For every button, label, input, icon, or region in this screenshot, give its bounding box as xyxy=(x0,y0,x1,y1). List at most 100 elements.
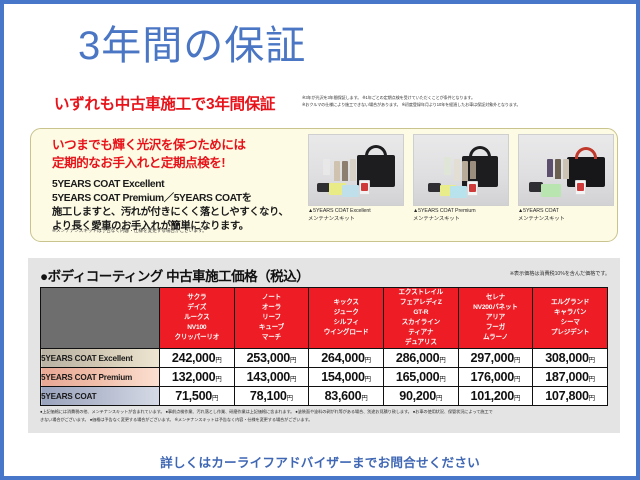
guarantee-notes: ※3年が光沢を3年間保証します。 ※1年ごとの定期点検を受けていただくことが条件… xyxy=(302,94,632,108)
vehicle-model-name: ウイングロード xyxy=(323,329,369,337)
table-corner-cell xyxy=(40,286,160,350)
vehicle-model-name: ムラーノ xyxy=(483,334,508,342)
kit-item: ▲5YEARS COAT メンテナンスキット xyxy=(518,134,614,236)
maintenance-body-line-4: より長く愛車のお手入れが簡単になります。 xyxy=(52,221,249,232)
table-header-row: サクラ デイズ ルークス NV100 クリッパーリオ ノート オーラ リーフ キューブ マーチ … xyxy=(40,286,608,350)
table-row: 5YEARS COAT 71,500円 78,100円 83,600円 90,200円 1… xyxy=(40,386,608,407)
kit-caption-line-1: ▲5YEARS COAT xyxy=(518,208,559,214)
guarantee-note-2: ※おクルマの仕様により施工できない場合があります。 ※初度登録年月より10年を経… xyxy=(302,102,521,108)
price-cell: 132,000円 xyxy=(159,367,235,388)
kit-caption-line-2: メンテナンスキット xyxy=(308,215,355,222)
vehicle-model-name: シルフィ xyxy=(333,319,359,327)
price-cell: 308,000円 xyxy=(532,348,608,369)
maintenance-body-line-1: 5YEARS COAT Excellent xyxy=(52,179,165,190)
maintenance-heading: いつまでも輝く光沢を保つためには 定期的なお手入れと定期点検を! xyxy=(52,137,246,173)
yen-unit: 円 xyxy=(286,395,294,403)
page-title: 3年間の保証 xyxy=(78,24,307,68)
vehicle-model-name: ジューク xyxy=(333,309,359,317)
kit-caption-line-2: メンテナンスキット xyxy=(518,215,565,222)
kit-photo-standard xyxy=(518,134,614,206)
maintenance-disclaimer: ※メンテナンスキットは予告なく内容・仕様を変更する場合がございます。 xyxy=(52,228,207,233)
yen-unit: 円 xyxy=(513,395,521,403)
vehicle-model-name: デイズ xyxy=(187,304,207,312)
price-cell: 286,000円 xyxy=(382,348,459,369)
price-cell: 143,000円 xyxy=(233,367,310,388)
vehicle-group-header: キックスジュークシルフィウイングロード xyxy=(308,286,384,350)
price-amount: 154,000 xyxy=(321,370,365,385)
vehicle-model-name: アリア xyxy=(485,314,506,322)
kit-caption-line-2: メンテナンスキット xyxy=(413,215,460,222)
vehicle-group-header: サクラ デイズ ルークス NV100 クリッパーリオ xyxy=(159,286,235,350)
vehicle-model-name: ティアナ xyxy=(408,329,434,337)
vehicle-model-name: セレナ xyxy=(485,294,506,301)
price-amount: 286,000 xyxy=(395,351,440,366)
yen-unit: 円 xyxy=(439,376,446,384)
vehicle-group-header: セレナ NV200バネット アリア フーガ ムラーノ xyxy=(457,286,534,350)
price-amount: 165,000 xyxy=(395,370,440,385)
vehicle-model-name: エルグランド xyxy=(550,299,590,307)
price-amount: 71,500 xyxy=(175,389,212,404)
vehicle-model-name: GT-R xyxy=(413,309,429,317)
vehicle-model-name: キューブ xyxy=(258,324,285,332)
price-amount: 176,000 xyxy=(470,370,515,385)
price-amount: 308,000 xyxy=(545,351,589,366)
yen-unit: 円 xyxy=(215,376,222,384)
price-amount: 83,600 xyxy=(324,389,362,404)
guarantee-note-1: ※3年が光沢を3年間保証します。 ※1年ごとの定期点検を受けていただくことが条件… xyxy=(302,95,475,100)
kit-photo-excellent xyxy=(308,134,404,206)
tax-note: ※表示価格は消費税10%を含んだ価格です。 xyxy=(509,271,610,277)
price-cell: 187,000円 xyxy=(532,367,608,388)
kit-caption-standard: ▲5YEARS COAT メンテナンスキット xyxy=(518,208,618,224)
price-amount: 90,200 xyxy=(399,389,436,404)
vehicle-group-header: ノート オーラ リーフ キューブ マーチ xyxy=(233,286,310,350)
kit-caption-line-1: ▲5YEARS COAT Excellent xyxy=(308,208,371,214)
vehicle-model-name: リーフ xyxy=(262,314,281,322)
price-cell: 253,000円 xyxy=(233,348,310,369)
price-cell: 90,200円 xyxy=(382,386,459,407)
vehicle-model-name: デュアリス xyxy=(404,339,437,347)
maintenance-body: 5YEARS COAT Excellent 5YEARS COAT Premiu… xyxy=(52,178,289,234)
yen-unit: 円 xyxy=(215,357,222,365)
price-amount: 143,000 xyxy=(246,370,291,385)
vehicle-model-name: フーガ xyxy=(485,324,506,332)
vehicle-model-name: キックス xyxy=(333,299,359,307)
vehicle-model-name: マーチ xyxy=(261,334,282,342)
maintenance-body-line-2: 5YEARS COAT Premium／5YEARS COATを xyxy=(52,193,252,204)
yen-unit: 円 xyxy=(588,376,596,384)
price-cell: 297,000円 xyxy=(457,348,534,369)
vehicle-model-name: キャラバン xyxy=(554,309,587,317)
price-table-footnotes: ●上記価格には消費税の他、メンテナンスキットが含まれています。 ●事前点検作業、… xyxy=(40,408,606,424)
vehicle-model-name: シーマ xyxy=(560,319,580,327)
vehicle-model-name: サクラ xyxy=(187,294,207,301)
price-cell: 78,100円 xyxy=(233,386,310,407)
yen-unit: 円 xyxy=(290,357,297,365)
kit-caption-premium: ▲5YEARS COAT Premium メンテナンスキット xyxy=(413,208,513,224)
kit-photo-premium xyxy=(413,134,509,206)
vehicle-model-name: フェアレディZ xyxy=(399,299,442,307)
price-amount: 242,000 xyxy=(171,351,216,366)
yen-unit: 円 xyxy=(513,357,521,365)
maintenance-body-line-3: 施工しますと、汚れが付きにくく落としやすくなり、 xyxy=(52,207,289,218)
price-cell: 154,000円 xyxy=(308,367,384,388)
guarantee-headline: いずれも中古車施工で3年間保証 xyxy=(54,96,276,113)
maintenance-kit-gallery: ▲5YEARS COAT Excellent メンテナンスキット ▲5YEARS… xyxy=(308,134,614,236)
kit-caption-excellent: ▲5YEARS COAT Excellent メンテナンスキット xyxy=(308,208,408,224)
price-cell: 176,000円 xyxy=(457,367,534,388)
price-footnote-2: きない場合がございます。 ●価格は予告なく変更する場合がございます。 ※メンテナ… xyxy=(40,416,313,422)
price-amount: 101,200 xyxy=(470,389,515,404)
yen-unit: 円 xyxy=(361,395,368,403)
product-name-cell: 5YEARS COAT Premium xyxy=(40,367,160,388)
yen-unit: 円 xyxy=(513,376,521,384)
vehicle-model-name: スカイライン xyxy=(401,319,441,327)
table-row: 5YEARS COAT Premium 132,000円 143,000円 154,0… xyxy=(40,367,608,388)
vehicle-model-name: オーラ xyxy=(261,304,282,312)
price-amount: 132,000 xyxy=(171,370,216,385)
product-name-cell: 5YEARS COAT xyxy=(40,386,160,407)
maintenance-heading-line-2: 定期的なお手入れと定期点検を! xyxy=(52,155,226,170)
price-cell: 71,500円 xyxy=(159,386,235,407)
vehicle-model-name: クリッパーリオ xyxy=(174,334,220,342)
table-row: 5YEARS COAT Excellent 242,000円 253,000円 264… xyxy=(40,348,608,369)
price-amount: 107,800 xyxy=(545,389,589,404)
price-amount: 264,000 xyxy=(321,351,365,366)
